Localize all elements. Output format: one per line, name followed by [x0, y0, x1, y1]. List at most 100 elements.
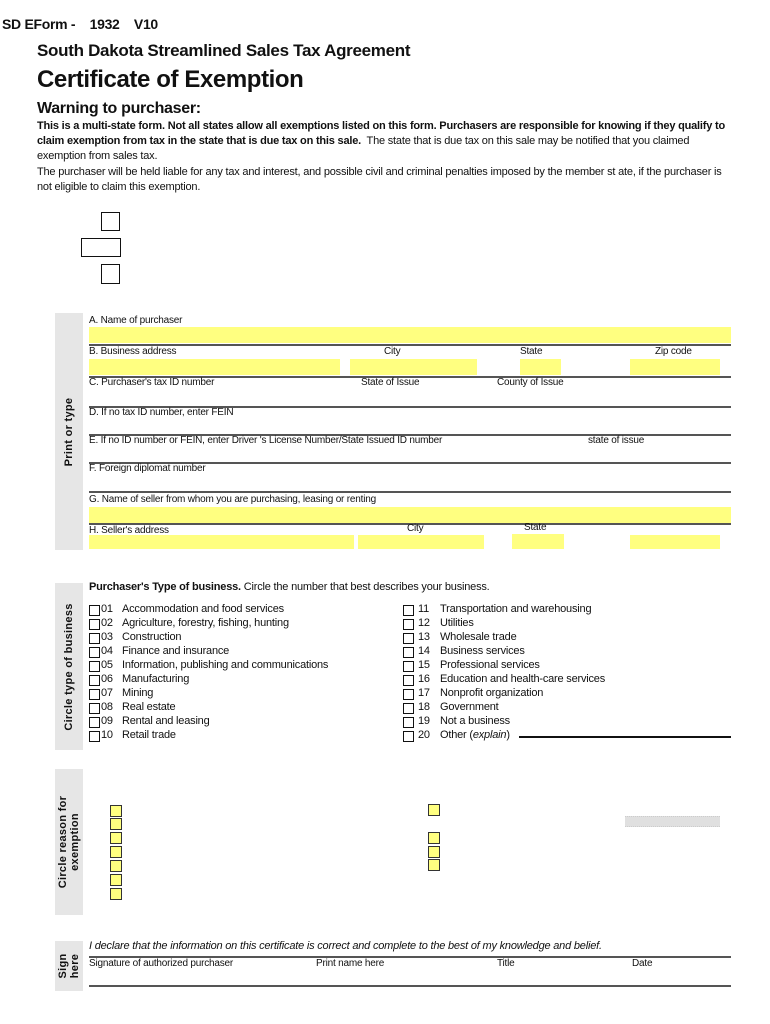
business-number[interactable]: 13	[418, 631, 430, 643]
business-checkbox-14[interactable]	[403, 647, 414, 658]
business-checkbox-17[interactable]	[403, 689, 414, 700]
seller-name-field[interactable]	[89, 507, 731, 523]
business-number[interactable]: 15	[418, 659, 430, 671]
business-label-text: Finance and insurance	[122, 645, 230, 657]
exemption-checkbox-right-3[interactable]	[428, 846, 440, 858]
business-side-label: Circle type of business	[63, 602, 75, 731]
page-title: Certificate of Exemption	[37, 66, 304, 93]
business-number[interactable]: 14	[418, 645, 430, 657]
business-number[interactable]: 18	[418, 701, 430, 713]
business-number[interactable]: 19	[418, 715, 430, 727]
tax-id-field-line[interactable]	[89, 406, 731, 408]
business-number[interactable]: 09	[101, 715, 113, 727]
business-number[interactable]: 07	[101, 687, 113, 699]
business-address-field[interactable]	[89, 359, 340, 375]
exemption-checkbox-right-2[interactable]	[428, 832, 440, 844]
business-checkbox-07[interactable]	[89, 689, 100, 700]
label-e: E. If no ID number or FEIN, enter Driver…	[89, 435, 443, 446]
declaration: I declare that the information on this c…	[89, 940, 602, 952]
blank-box-3[interactable]	[101, 264, 120, 284]
business-checkbox-03[interactable]	[89, 633, 100, 644]
label-b-state: State	[520, 346, 543, 357]
business-number[interactable]: 03	[101, 631, 113, 643]
business-number[interactable]: 01	[101, 603, 113, 615]
form-id: SD EForm - 1932 V10	[2, 16, 158, 32]
business-checkbox-18[interactable]	[403, 703, 414, 714]
label-c: C. Purchaser's tax ID number	[89, 377, 215, 388]
exemption-checkbox-left-2[interactable]	[110, 818, 122, 830]
label-f: F. Foreign diplomat number	[89, 463, 206, 474]
business-label: Construction	[122, 631, 182, 643]
business-checkbox-20[interactable]	[403, 731, 414, 742]
seller-zip-field[interactable]	[630, 535, 720, 549]
label-h-state: State	[524, 522, 547, 533]
business-number[interactable]: 04	[101, 645, 113, 657]
business-label: Mining	[122, 687, 153, 699]
business-number[interactable]: 16	[418, 673, 430, 685]
exemption-checkbox-left-7[interactable]	[110, 888, 122, 900]
exemption-checkbox-left-1[interactable]	[110, 805, 122, 817]
business-checkbox-04[interactable]	[89, 647, 100, 658]
business-number[interactable]: 08	[101, 701, 113, 713]
business-checkbox-09[interactable]	[89, 717, 100, 728]
business-number[interactable]: 05	[101, 659, 113, 671]
business-label: Business services	[440, 645, 525, 657]
blank-box-2[interactable]	[81, 238, 121, 257]
business-label: Nonprofit organization	[440, 687, 543, 699]
business-label: Not a business	[440, 715, 510, 727]
business-label-text: Real estate	[122, 701, 176, 713]
business-checkbox-11[interactable]	[403, 605, 414, 616]
business-label: Accommodation and food services	[122, 603, 284, 615]
label-b-city: City	[384, 346, 401, 357]
signature-field-line[interactable]	[89, 985, 731, 987]
print-name-label: Print name here	[316, 958, 385, 969]
business-state-field[interactable]	[520, 359, 561, 375]
business-checkbox-08[interactable]	[89, 703, 100, 714]
business-checkbox-06[interactable]	[89, 675, 100, 686]
business-checkbox-02[interactable]	[89, 619, 100, 630]
seller-state-field[interactable]	[512, 534, 564, 549]
other-explain-line[interactable]	[519, 736, 731, 738]
business-number[interactable]: 06	[101, 673, 113, 685]
blank-box-1[interactable]	[101, 212, 120, 231]
business-number[interactable]: 17	[418, 687, 430, 699]
exemption-checkbox-left-6[interactable]	[110, 874, 122, 886]
business-label: Real estate	[122, 701, 176, 713]
business-checkbox-10[interactable]	[89, 731, 100, 742]
business-checkbox-05[interactable]	[89, 661, 100, 672]
exemption-checkbox-right-1[interactable]	[428, 804, 440, 816]
sign-side-label-2: here	[69, 953, 81, 979]
license-field-line[interactable]	[89, 462, 731, 464]
business-heading: Purchaser's Type of business. Circle the…	[89, 581, 490, 593]
label-c-county: County of Issue	[497, 377, 564, 388]
business-number[interactable]: 02	[101, 617, 113, 629]
business-label-text: Retail trade	[122, 729, 176, 741]
seller-city-field[interactable]	[358, 535, 484, 549]
exemption-checkbox-left-3[interactable]	[110, 832, 122, 844]
exemption-checkbox-left-5[interactable]	[110, 860, 122, 872]
title-label: Title	[497, 958, 515, 969]
diplomat-field-line[interactable]	[89, 491, 731, 493]
business-number[interactable]: 10	[101, 729, 113, 741]
purchaser-name-field[interactable]	[89, 327, 731, 343]
business-label: Retail trade	[122, 729, 176, 741]
divider	[89, 376, 731, 378]
business-zip-field[interactable]	[630, 359, 720, 375]
business-number[interactable]: 11	[418, 603, 430, 615]
business-checkbox-15[interactable]	[403, 661, 414, 672]
business-number[interactable]: 12	[418, 617, 430, 629]
business-checkbox-16[interactable]	[403, 675, 414, 686]
exemption-checkbox-left-4[interactable]	[110, 846, 122, 858]
fein-field-line[interactable]	[89, 434, 731, 436]
business-city-field[interactable]	[350, 359, 477, 375]
business-label: Finance and insurance	[122, 645, 229, 657]
business-label-after: )	[506, 729, 510, 741]
business-number[interactable]: 20	[418, 729, 430, 741]
business-checkbox-12[interactable]	[403, 619, 414, 630]
warning-normal: The state that is due tax on this sale m…	[37, 135, 690, 162]
business-checkbox-13[interactable]	[403, 633, 414, 644]
business-checkbox-01[interactable]	[89, 605, 100, 616]
seller-address-field[interactable]	[89, 535, 354, 549]
exemption-checkbox-right-4[interactable]	[428, 859, 440, 871]
business-checkbox-19[interactable]	[403, 717, 414, 728]
